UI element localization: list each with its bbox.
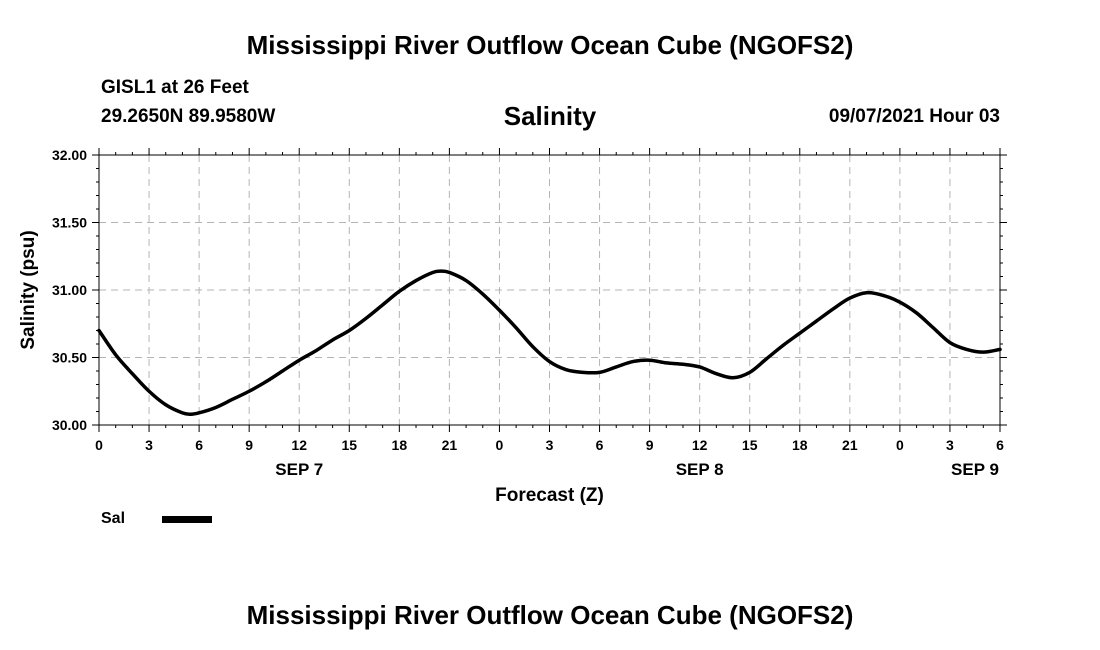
x-tick-label: 3: [546, 437, 554, 453]
date-label: SEP 9: [951, 460, 999, 479]
chart-subtitle: Salinity: [503, 101, 597, 131]
y-tick-label: 32.00: [52, 147, 87, 163]
date-label: SEP 7: [275, 460, 323, 479]
series-line-sal: [97, 269, 1002, 416]
x-tick-label: 12: [692, 437, 708, 453]
x-tick-label: 21: [442, 437, 458, 453]
x-tick-label: 15: [742, 437, 758, 453]
x-tick-label: 12: [291, 437, 307, 453]
x-tick-label: 6: [195, 437, 203, 453]
x-tick-label: 0: [896, 437, 904, 453]
y-tick-label: 31.50: [52, 215, 87, 231]
forecast-datetime: 09/07/2021 Hour 03: [828, 106, 1000, 127]
x-tick-label: 18: [392, 437, 408, 453]
x-axis-title: Forecast (Z): [495, 485, 604, 506]
axes: [92, 148, 1007, 432]
x-tick-label: 15: [341, 437, 357, 453]
x-tick-label: 0: [95, 437, 103, 453]
x-tick-label: 0: [496, 437, 504, 453]
y-tick-label: 30.00: [52, 417, 87, 433]
x-tick-label: 21: [842, 437, 858, 453]
tick-labels: 0 3 6 9 12 15 18 21 0 3 6 9 12 15 18 21 0 3 6 30.00 30.50 31.…: [18, 147, 1004, 506]
x-tick-label: 6: [596, 437, 604, 453]
footer-title: Mississippi River Outflow Ocean Cube (NG…: [246, 600, 854, 630]
date-label: SEP 8: [676, 460, 724, 479]
station-label: GISL1 at 26 Feet: [101, 77, 249, 98]
y-tick-label: 31.00: [52, 282, 87, 298]
y-axis-title: Salinity (psu): [18, 230, 39, 349]
legend-swatch: [162, 516, 212, 523]
x-tick-label: 6: [996, 437, 1004, 453]
legend-label: Sal: [101, 510, 126, 527]
grid: [99, 155, 1000, 425]
y-tick-label: 30.50: [52, 350, 87, 366]
x-tick-label: 9: [646, 437, 654, 453]
x-tick-label: 3: [946, 437, 954, 453]
x-tick-label: 18: [792, 437, 808, 453]
series: [97, 269, 1002, 416]
x-tick-label: 3: [145, 437, 153, 453]
x-tick-label: 9: [245, 437, 253, 453]
chart-title: Mississippi River Outflow Ocean Cube (NG…: [246, 30, 854, 60]
coordinates-label: 29.2650N 89.9580W: [101, 106, 276, 127]
